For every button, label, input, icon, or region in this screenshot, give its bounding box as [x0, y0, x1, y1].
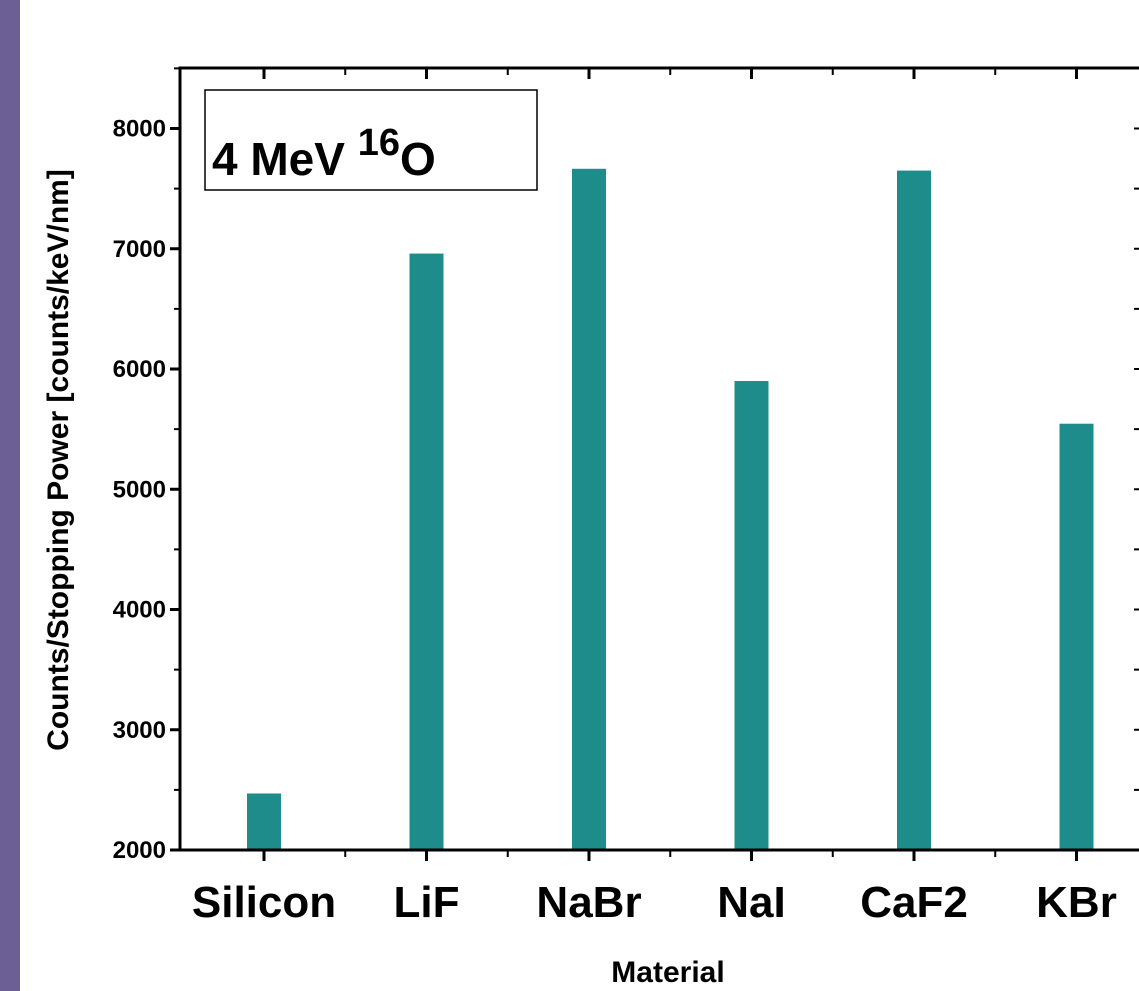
y-tick-label-3000: 3000 — [113, 717, 166, 744]
bars-layer — [247, 168, 1094, 850]
labels-layer: 2000 3000 4000 5000 6000 7000 8000 Silicon LiF Na… — [113, 116, 1117, 928]
axes-layer — [170, 66, 1139, 861]
x-tick-label-kbr: KBr — [1036, 878, 1117, 927]
x-tick-label-nai: NaI — [717, 878, 785, 927]
left-border-strip — [0, 0, 20, 991]
annotation-element: O — [400, 133, 436, 185]
x-tick-label-lif: LiF — [394, 878, 460, 927]
x-axis-title: Material — [611, 956, 724, 989]
y-tick-label-5000: 5000 — [113, 476, 166, 503]
y-tick-label-4000: 4000 — [113, 597, 166, 624]
annotation-box — [204, 89, 538, 191]
annotation-text: 4 MeV 16O — [212, 122, 436, 185]
bar-nai — [734, 381, 769, 850]
y-tick-label-8000: 8000 — [113, 116, 166, 143]
annotation-superscript: 16 — [358, 122, 400, 164]
y-axis-title: Counts/Stopping Power [counts/keV/nm] — [42, 169, 75, 751]
bar-lif — [409, 253, 444, 850]
y-tick-label-6000: 6000 — [113, 356, 166, 383]
bar-kbr — [1059, 423, 1094, 850]
x-tick-label-caf2: CaF2 — [860, 878, 968, 927]
bar-caf2 — [897, 170, 931, 850]
y-tick-label-7000: 7000 — [113, 236, 166, 263]
bar-silicon — [247, 793, 281, 850]
x-tick-label-nabr: NaBr — [536, 878, 641, 927]
x-tick-label-silicon: Silicon — [192, 878, 336, 927]
y-tick-label-2000: 2000 — [113, 837, 166, 864]
bar-nabr — [572, 168, 606, 850]
annotation-main: 4 MeV — [212, 133, 358, 185]
